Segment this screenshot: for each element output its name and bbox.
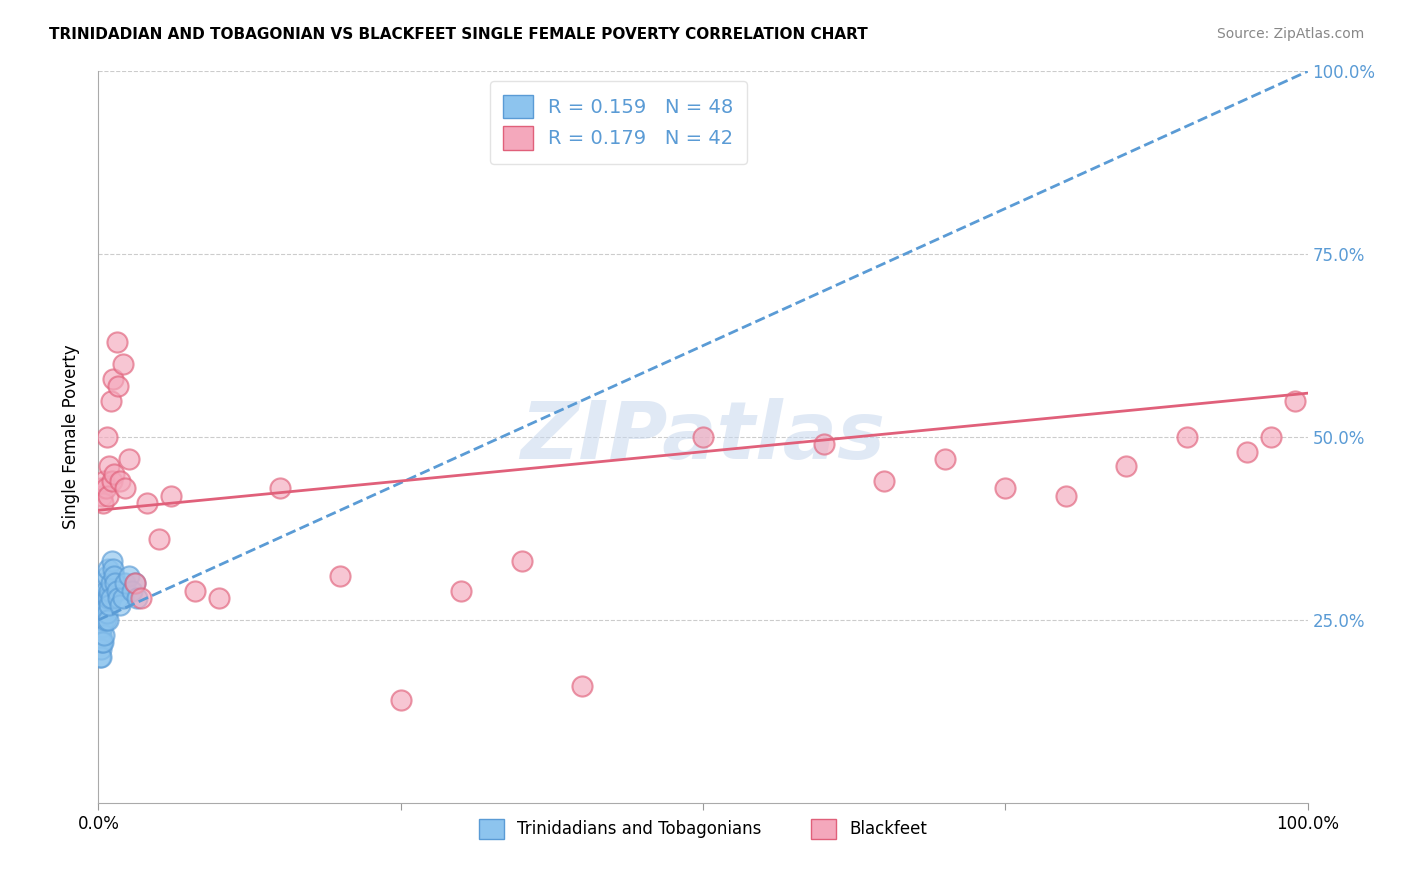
Point <box>111 591 134 605</box>
Point <box>873 474 896 488</box>
Point <box>160 489 183 503</box>
Point <box>100 393 122 408</box>
Point <box>97 562 120 576</box>
Point <box>96 606 118 620</box>
Point <box>129 591 152 605</box>
Point <box>105 334 128 349</box>
Point <box>91 489 114 503</box>
Point <box>127 591 149 605</box>
Point <box>97 591 120 605</box>
Point <box>89 649 111 664</box>
Legend: Trinidadians and Tobagonians, Blackfeet: Trinidadians and Tobagonians, Blackfeet <box>472 812 934 846</box>
Point <box>118 452 141 467</box>
Point <box>98 583 121 598</box>
Point <box>91 606 114 620</box>
Point <box>121 583 143 598</box>
Point <box>91 599 114 613</box>
Point <box>208 591 231 605</box>
Point <box>148 533 170 547</box>
Point <box>104 576 127 591</box>
Point <box>91 635 114 649</box>
Point <box>329 569 352 583</box>
Point <box>114 481 136 495</box>
Point <box>107 379 129 393</box>
Point <box>94 613 117 627</box>
Point <box>91 613 114 627</box>
Point <box>93 599 115 613</box>
Point <box>93 627 115 641</box>
Point <box>107 591 129 605</box>
Point <box>1260 430 1282 444</box>
Point <box>93 576 115 591</box>
Point <box>124 576 146 591</box>
Point <box>94 583 117 598</box>
Point <box>184 583 207 598</box>
Text: Source: ZipAtlas.com: Source: ZipAtlas.com <box>1216 27 1364 41</box>
Point <box>93 613 115 627</box>
Point <box>100 576 122 591</box>
Point <box>118 569 141 583</box>
Point <box>90 649 112 664</box>
Point <box>97 489 120 503</box>
Point <box>103 569 125 583</box>
Point <box>97 613 120 627</box>
Point <box>96 430 118 444</box>
Point <box>1284 393 1306 408</box>
Y-axis label: Single Female Poverty: Single Female Poverty <box>62 345 80 529</box>
Point <box>1175 430 1198 444</box>
Text: ZIPatlas: ZIPatlas <box>520 398 886 476</box>
Point <box>1236 444 1258 458</box>
Point <box>90 642 112 657</box>
Point <box>91 599 114 613</box>
Point <box>101 371 124 385</box>
Point <box>813 437 835 451</box>
Point <box>100 591 122 605</box>
Point <box>90 481 112 495</box>
Point <box>91 606 114 620</box>
Point <box>94 599 117 613</box>
Point <box>90 635 112 649</box>
Point <box>571 679 593 693</box>
Point <box>114 576 136 591</box>
Point <box>269 481 291 495</box>
Point <box>96 569 118 583</box>
Point <box>111 357 134 371</box>
Point <box>89 635 111 649</box>
Point <box>90 627 112 641</box>
Point <box>692 430 714 444</box>
Point <box>1054 489 1077 503</box>
Point <box>100 554 122 568</box>
Point <box>98 459 121 474</box>
Point <box>90 620 112 634</box>
Point <box>135 496 157 510</box>
Point <box>108 474 131 488</box>
Point <box>101 562 124 576</box>
Point <box>100 474 122 488</box>
Point <box>98 599 121 613</box>
Point <box>96 591 118 605</box>
Point <box>1115 459 1137 474</box>
Point <box>934 452 956 467</box>
Point <box>389 693 412 707</box>
Point <box>510 554 533 568</box>
Point <box>450 583 472 598</box>
Point <box>91 496 114 510</box>
Point <box>91 635 114 649</box>
Point <box>94 481 117 495</box>
Point <box>103 467 125 481</box>
Point <box>89 613 111 627</box>
Point <box>91 620 114 634</box>
Point <box>105 583 128 598</box>
Point <box>994 481 1017 495</box>
Point <box>89 627 111 641</box>
Point <box>124 576 146 591</box>
Text: TRINIDADIAN AND TOBAGONIAN VS BLACKFEET SINGLE FEMALE POVERTY CORRELATION CHART: TRINIDADIAN AND TOBAGONIAN VS BLACKFEET … <box>49 27 868 42</box>
Point <box>108 599 131 613</box>
Point <box>91 591 114 605</box>
Point <box>93 474 115 488</box>
